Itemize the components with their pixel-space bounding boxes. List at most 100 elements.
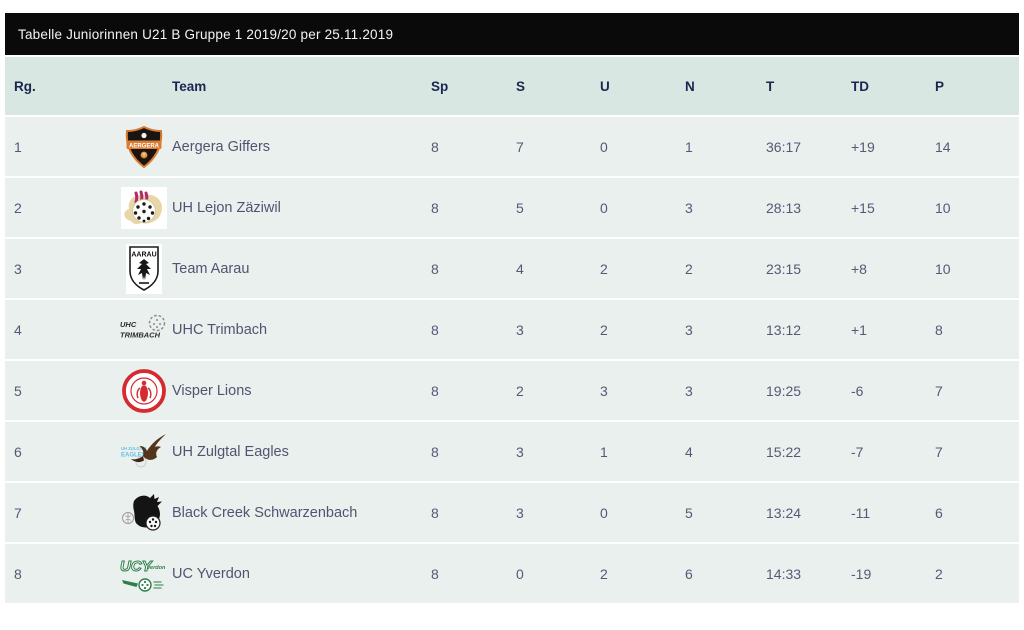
stat-t: 13:24 [766, 504, 802, 521]
stat-n: 1 [685, 138, 693, 155]
uh-lejon-zaeziwil-logo [121, 186, 167, 229]
svg-text:UHC: UHC [120, 320, 137, 329]
col-header-p: P [935, 78, 945, 94]
stat-u: 2 [600, 260, 608, 277]
team-name: UHC Trimbach [172, 321, 268, 338]
stat-t: 23:15 [766, 260, 802, 277]
table-row: 5 Visper Lions 8 2 3 3 19:25 -6 7 [5, 361, 1019, 420]
svg-text:UH ZULGTAL: UH ZULGTAL [121, 446, 148, 451]
rank-cell: 1 [14, 138, 22, 155]
logo-cell: AERGERA [119, 117, 169, 176]
aergera-giffers-logo: AERGERA [125, 125, 163, 168]
rank-cell: 5 [14, 382, 22, 399]
stat-p: 2 [935, 565, 943, 582]
stat-u: 3 [600, 382, 608, 399]
table-row: 3 AARAU Team Aarau 8 4 2 2 23:15 +8 10 [5, 239, 1019, 298]
stat-p: 10 [935, 199, 951, 216]
team-name: Visper Lions [172, 382, 252, 399]
table-row: 7 Black Creek Schwarzenbach 8 3 0 5 13:24 -11 6 [5, 483, 1019, 542]
stat-td: -6 [851, 382, 864, 399]
team-name: Team Aarau [172, 260, 250, 277]
stat-s: 3 [516, 443, 524, 460]
svg-text:verdon: verdon [147, 565, 166, 571]
logo-cell [119, 483, 169, 542]
table-title: Tabelle Juniorinnen U21 B Gruppe 1 2019/… [5, 13, 1019, 55]
stat-u: 2 [600, 321, 608, 338]
stat-n: 6 [685, 565, 693, 582]
stat-n: 4 [685, 443, 693, 460]
rank-cell: 6 [14, 443, 22, 460]
col-header-team: Team [172, 78, 207, 94]
stat-p: 7 [935, 382, 943, 399]
stat-n: 3 [685, 321, 693, 338]
col-header-logo-spacer [119, 57, 169, 115]
stat-td: +8 [851, 260, 867, 277]
col-header-t: T [766, 78, 775, 94]
stat-t: 19:25 [766, 382, 802, 399]
rank-cell: 8 [14, 565, 22, 582]
standings-widget: Tabelle Juniorinnen U21 B Gruppe 1 2019/… [5, 13, 1019, 603]
stat-sp: 8 [431, 504, 439, 521]
stat-td: +1 [851, 321, 867, 338]
team-aarau-logo: AARAU [126, 243, 162, 294]
col-header-rank: Rg. [14, 78, 36, 94]
table-body: 1 AERGERA Aergera Giffers 8 7 0 1 36:17 +19 14 2 UH… [5, 117, 1019, 603]
col-header-sp: Sp [431, 78, 449, 94]
stat-td: +15 [851, 199, 875, 216]
svg-text:AARAU: AARAU [131, 251, 156, 258]
stat-td: -19 [851, 565, 872, 582]
stat-sp: 8 [431, 260, 439, 277]
stat-u: 2 [600, 565, 608, 582]
team-name: Aergera Giffers [172, 138, 271, 155]
logo-cell [119, 361, 169, 420]
stat-t: 28:13 [766, 199, 802, 216]
stat-sp: 8 [431, 199, 439, 216]
rank-cell: 4 [14, 321, 22, 338]
stat-n: 3 [685, 382, 693, 399]
stat-sp: 8 [431, 565, 439, 582]
table-row: 8 UCY verdon UC Yverdon 8 0 2 6 14:33 -19 2 [5, 544, 1019, 603]
svg-text:TRIMBACH: TRIMBACH [120, 330, 161, 339]
logo-cell: UHC TRIMBACH [119, 300, 169, 359]
col-header-s: S [516, 78, 526, 94]
stat-s: 4 [516, 260, 524, 277]
stat-t: 36:17 [766, 138, 802, 155]
svg-text:EAGLES: EAGLES [121, 452, 146, 458]
stat-p: 7 [935, 443, 943, 460]
stat-sp: 8 [431, 321, 439, 338]
stat-td: +19 [851, 138, 875, 155]
stat-s: 7 [516, 138, 524, 155]
rank-cell: 2 [14, 199, 22, 216]
table-row: 4 UHC TRIMBACH UHC Trimbach 8 3 2 3 13:12 +1 8 [5, 300, 1019, 359]
visper-lions-logo [122, 368, 166, 413]
stat-sp: 8 [431, 138, 439, 155]
col-header-n: N [685, 78, 695, 94]
stat-u: 0 [600, 199, 608, 216]
team-name: UH Zulgtal Eagles [172, 443, 289, 460]
stat-s: 5 [516, 199, 524, 216]
logo-cell: AARAU [119, 239, 169, 298]
team-name: UH Lejon Zäziwil [172, 199, 281, 216]
stat-t: 14:33 [766, 565, 802, 582]
stat-n: 3 [685, 199, 693, 216]
logo-cell [119, 178, 169, 237]
stat-u: 0 [600, 138, 608, 155]
stat-n: 2 [685, 260, 693, 277]
logo-cell: UH ZULGTAL EAGLES [119, 422, 169, 481]
rank-cell: 3 [14, 260, 22, 277]
svg-text:UCY: UCY [120, 558, 154, 575]
rank-cell: 7 [14, 504, 22, 521]
stat-s: 3 [516, 321, 524, 338]
col-header-u: U [600, 78, 610, 94]
stat-p: 14 [935, 138, 951, 155]
stat-p: 6 [935, 504, 943, 521]
stat-p: 10 [935, 260, 951, 277]
table-header-row: Rg. Team Sp S U N T TD P [5, 57, 1019, 115]
stat-u: 0 [600, 504, 608, 521]
stat-td: -11 [851, 504, 871, 521]
svg-text:AERGERA: AERGERA [129, 143, 160, 149]
stat-n: 5 [685, 504, 693, 521]
